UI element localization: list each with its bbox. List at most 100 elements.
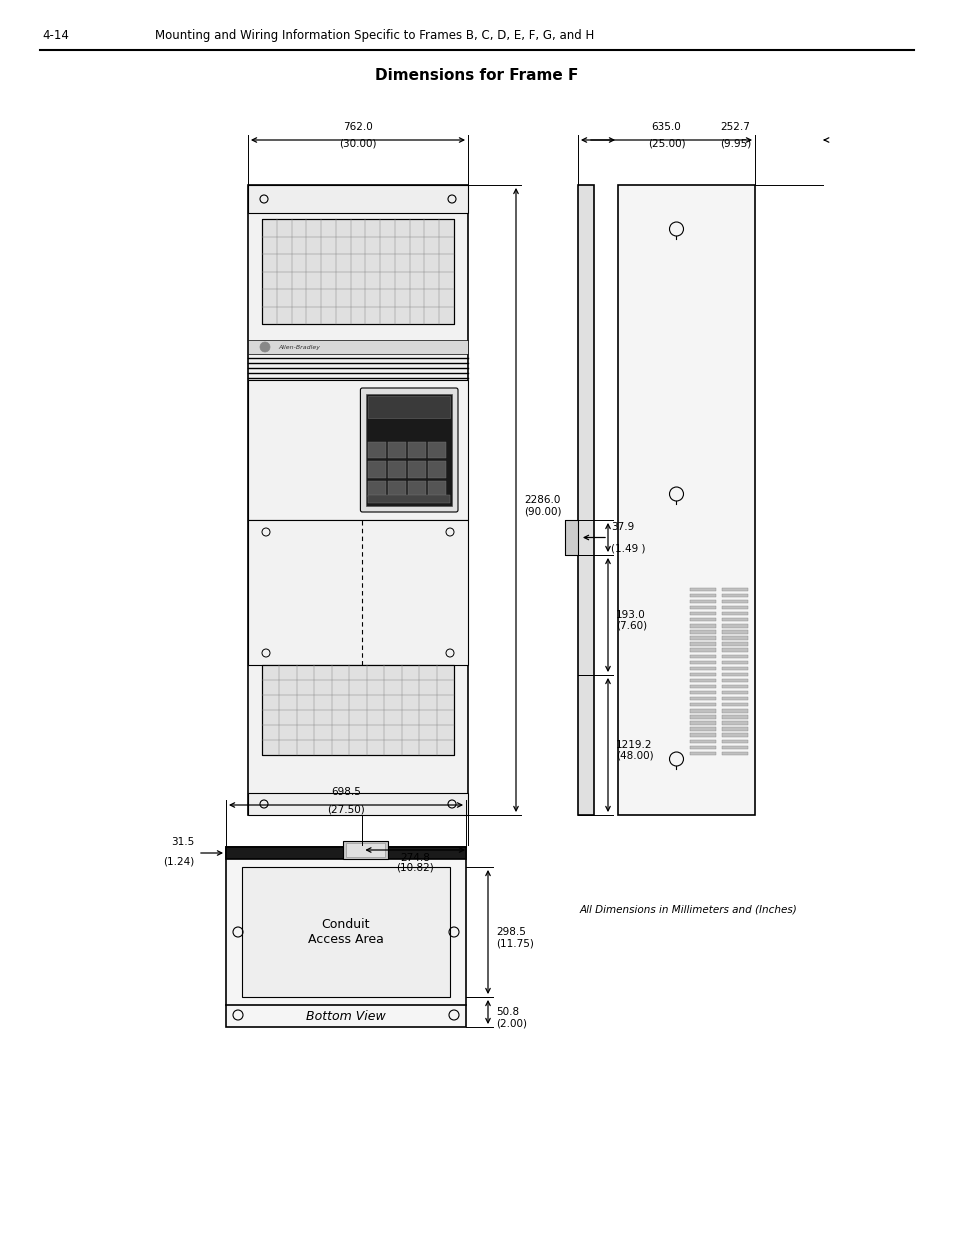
Bar (689, 721, 716, 725)
Bar (689, 673, 716, 676)
Bar (689, 746, 716, 748)
Text: (30.00): (30.00) (339, 140, 376, 149)
Bar (689, 661, 716, 664)
Bar (721, 648, 747, 652)
Bar (428, 480, 446, 496)
Bar (721, 697, 747, 700)
Text: Mounting and Wiring Information Specific to Frames B, C, D, E, F, G, and H: Mounting and Wiring Information Specific… (154, 28, 594, 42)
Bar (689, 588, 716, 592)
Bar (248, 793, 468, 815)
Bar (721, 752, 747, 755)
Bar (721, 679, 747, 682)
Text: (27.50): (27.50) (327, 804, 364, 814)
Bar (343, 841, 388, 860)
Bar (428, 441, 446, 458)
Bar (226, 847, 465, 1028)
Text: 37.9: 37.9 (610, 521, 634, 531)
Text: (25.00): (25.00) (647, 140, 684, 149)
Bar (408, 461, 426, 478)
Bar (368, 480, 386, 496)
Text: Conduit
Access Area: Conduit Access Area (308, 918, 383, 946)
Bar (721, 642, 747, 646)
Bar (689, 727, 716, 731)
Bar (721, 734, 747, 737)
Bar (689, 630, 716, 634)
Text: (11.75): (11.75) (496, 939, 534, 948)
Bar (689, 618, 716, 621)
Bar (248, 185, 468, 212)
Bar (689, 655, 716, 658)
Bar (721, 624, 747, 627)
Bar (388, 441, 406, 458)
Bar (368, 396, 450, 417)
Bar (721, 636, 747, 640)
Bar (721, 618, 747, 621)
Bar (721, 667, 747, 671)
Bar (689, 703, 716, 706)
Bar (689, 752, 716, 755)
Bar (721, 613, 747, 615)
Bar (721, 673, 747, 676)
Bar (368, 441, 386, 458)
Text: 635.0: 635.0 (651, 122, 680, 132)
Bar (721, 715, 747, 719)
Bar (721, 606, 747, 609)
Bar (262, 664, 454, 755)
Circle shape (260, 342, 270, 352)
Bar (428, 461, 446, 478)
Bar (689, 648, 716, 652)
Bar (368, 495, 450, 503)
Bar (388, 480, 406, 496)
Text: 193.0: 193.0 (616, 610, 645, 620)
Text: 31.5: 31.5 (171, 837, 193, 847)
Bar (689, 667, 716, 671)
Bar (689, 709, 716, 713)
Text: 762.0: 762.0 (343, 122, 373, 132)
Bar (248, 380, 468, 520)
Text: 2286.0: 2286.0 (523, 495, 559, 505)
Bar (721, 588, 747, 592)
Text: (7.60): (7.60) (616, 621, 646, 631)
Bar (721, 721, 747, 725)
Bar (721, 740, 747, 743)
Bar (689, 606, 716, 609)
Text: (2.00): (2.00) (496, 1018, 526, 1028)
Bar (564, 520, 578, 555)
Bar (618, 185, 754, 815)
Text: Bottom View: Bottom View (306, 1009, 385, 1023)
Text: 698.5: 698.5 (331, 787, 360, 797)
Text: (48.00): (48.00) (616, 751, 653, 761)
Bar (262, 219, 454, 324)
Bar (262, 664, 454, 755)
Text: (1.49 ): (1.49 ) (610, 543, 645, 553)
Bar (368, 461, 386, 478)
Bar (721, 655, 747, 658)
Bar (248, 520, 468, 664)
FancyBboxPatch shape (360, 388, 457, 513)
Bar (689, 697, 716, 700)
Bar (721, 630, 747, 634)
Bar (721, 661, 747, 664)
Bar (689, 740, 716, 743)
Bar (689, 636, 716, 640)
Bar (721, 727, 747, 731)
Bar (721, 709, 747, 713)
Bar (408, 480, 426, 496)
Bar (689, 679, 716, 682)
Bar (346, 844, 385, 857)
Bar (689, 642, 716, 646)
Bar (408, 441, 426, 458)
Text: 252.7: 252.7 (720, 122, 750, 132)
Text: Dimensions for Frame F: Dimensions for Frame F (375, 68, 578, 83)
Bar (366, 394, 452, 506)
Text: Allen-Bradley: Allen-Bradley (277, 345, 319, 350)
Bar (721, 600, 747, 603)
Text: (1.24): (1.24) (163, 857, 193, 867)
Bar (721, 685, 747, 688)
Text: 274.8: 274.8 (400, 853, 430, 863)
Text: All Dimensions in Millimeters and (Inches): All Dimensions in Millimeters and (Inche… (579, 905, 797, 915)
Bar (578, 185, 594, 815)
Bar (689, 600, 716, 603)
Bar (721, 746, 747, 748)
Bar (689, 690, 716, 694)
